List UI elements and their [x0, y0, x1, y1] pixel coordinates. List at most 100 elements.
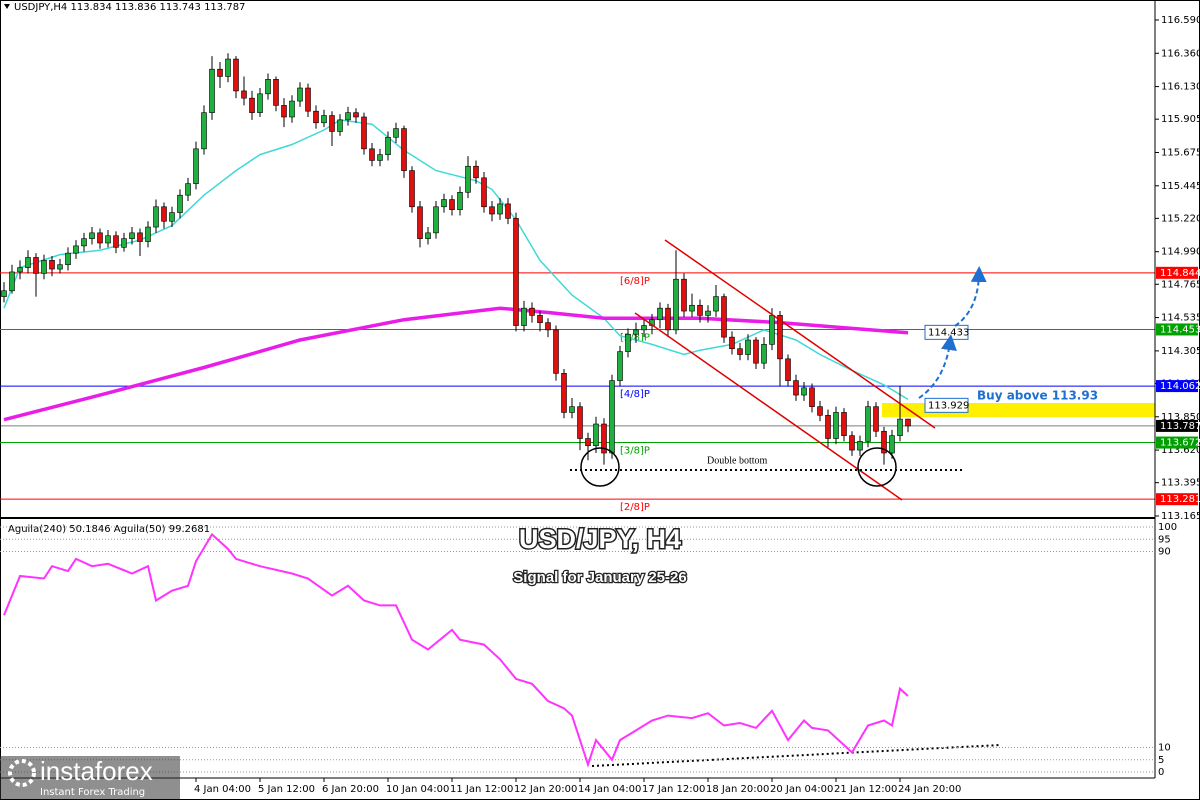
candle-body [385, 136, 391, 155]
axes: 116.590 116.360 116.130 115.905 115.675 115.4… [194, 15, 1200, 795]
candle-body [665, 307, 671, 331]
oscillator-trendline [591, 744, 1001, 767]
candle-body [625, 333, 631, 352]
candle-body [841, 412, 847, 436]
y-tick-label: 10 [1158, 743, 1171, 754]
candle-body [641, 325, 647, 331]
chart-header: USDJPY,H4 113.834 113.836 113.743 113.78… [14, 2, 245, 13]
x-tick-label: 21 Jan 12:00 [834, 784, 897, 795]
candle-body [465, 165, 471, 193]
x-tick-label: 14 Jan 04:00 [578, 784, 641, 795]
candle-body [825, 415, 831, 439]
candle-body [497, 203, 503, 215]
candle-body [449, 199, 455, 210]
candle-body [817, 406, 823, 416]
level-label: [3/8]P [620, 446, 650, 457]
y-tick-label: 114.305 [1161, 346, 1200, 357]
logo-tagline: Instant Forex Trading [40, 787, 145, 798]
candle-body [897, 418, 903, 436]
level-box [1156, 436, 1198, 449]
candle-body [409, 170, 415, 208]
candle-body [145, 226, 151, 242]
candle-body [729, 336, 735, 350]
candle-body [417, 206, 423, 239]
candle-body [881, 430, 887, 454]
annotation: Double bottom [707, 455, 767, 466]
candle-body [785, 358, 791, 381]
candle-body [369, 148, 375, 161]
candle-body [753, 339, 759, 364]
candle-body [161, 206, 167, 222]
candle-body [889, 435, 895, 454]
candle-body [873, 406, 879, 432]
level-value: 114.062 [1160, 381, 1200, 392]
candle-body [137, 232, 143, 242]
header-marker [4, 4, 10, 9]
candle-body [857, 441, 863, 451]
x-tick-label: 5 Jan 12:00 [258, 784, 315, 795]
x-tick-label: 17 Jan 12:00 [642, 784, 705, 795]
level-box [1156, 380, 1198, 393]
candle-body [17, 267, 23, 273]
y-tick-label: 115.675 [1161, 147, 1200, 158]
y-tick-label: 113.165 [1161, 511, 1200, 522]
candle-body [185, 183, 191, 196]
candle-body [65, 252, 71, 266]
candle-body [745, 339, 751, 355]
candle-body [361, 116, 367, 150]
y-tick-label: 116.590 [1161, 15, 1200, 26]
level-value: 113.787 [1160, 421, 1200, 432]
level-value: 113.281 [1160, 494, 1200, 505]
y-tick-label: 115.220 [1161, 213, 1200, 224]
candle-body [513, 218, 519, 326]
level-value: 114.844 [1160, 268, 1200, 279]
level-box [1156, 266, 1198, 279]
y-tick-label: 0 [1158, 767, 1164, 778]
candle-body [657, 307, 663, 321]
candle-body [553, 329, 559, 374]
candle-body [801, 387, 807, 396]
candle-body [33, 257, 39, 274]
candles [1, 53, 911, 465]
candle-body [481, 177, 487, 208]
x-tick-label: 4 Jan 04:00 [194, 784, 251, 795]
annotation: Buy above 113.93 [977, 389, 1098, 403]
candle-body [169, 212, 175, 222]
candle-body [721, 296, 727, 338]
candle-body [601, 423, 607, 454]
candle-body [353, 112, 359, 118]
candle-body [313, 110, 319, 124]
candle-body [849, 435, 855, 451]
level-box [1156, 323, 1198, 336]
candle-body [425, 232, 431, 239]
candle-body [217, 68, 223, 77]
oscillator [0, 526, 1155, 773]
candle-body [433, 206, 439, 234]
buy-zone [882, 403, 1155, 417]
candle-body [345, 112, 351, 121]
candle-body [761, 344, 767, 364]
candle-body [401, 128, 407, 171]
bottom-circle [580, 447, 620, 487]
arrow [918, 334, 957, 399]
candle-body [697, 304, 703, 316]
candle-body [793, 380, 799, 396]
candle-body [529, 307, 535, 316]
level-label: [4/8]P [620, 389, 650, 400]
candle-body [833, 412, 839, 439]
candle-body [689, 304, 695, 312]
candle-body [377, 154, 383, 161]
candle-body [737, 348, 743, 355]
logo: instaforex Instant Forex Trading [0, 756, 180, 799]
candle-body [25, 257, 31, 268]
y-tick-label: 113.620 [1161, 445, 1200, 456]
candle-body [593, 423, 599, 447]
y-tick-label: 100 [1158, 522, 1177, 533]
candle-body [337, 119, 343, 132]
x-tick-label: 11 Jan 12:00 [450, 784, 513, 795]
candle-body [297, 87, 303, 102]
x-tick-label: 24 Jan 20:00 [898, 784, 961, 795]
candle-body [673, 278, 679, 331]
candle-body [73, 245, 79, 254]
